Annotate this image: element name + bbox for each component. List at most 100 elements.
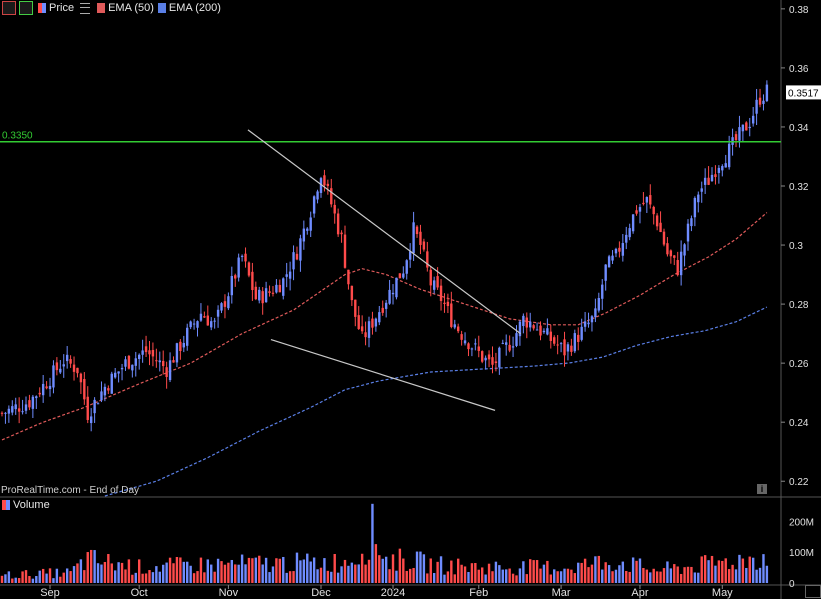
volume-bar — [89, 549, 93, 583]
candle-body — [240, 255, 244, 257]
price-axis: 0.22 0.24 0.26 0.28 0.3 0.32 0.34 0.36 0.38 0.351… — [781, 5, 821, 590]
lower-trendline — [270, 338, 496, 411]
candle-body — [21, 411, 24, 413]
candle-body — [748, 126, 751, 129]
candle-body — [93, 399, 96, 414]
candle-body — [62, 364, 65, 367]
candle-body — [210, 321, 213, 328]
candle-body — [96, 403, 100, 405]
candle-body — [275, 284, 278, 293]
volume-bar — [203, 572, 206, 583]
price-swatch — [38, 3, 46, 13]
volume-bar — [391, 554, 395, 583]
volume-bar — [83, 570, 86, 583]
candle-body — [230, 275, 234, 296]
volume-bar — [604, 562, 607, 583]
volume-bar — [240, 554, 244, 583]
volume-bar — [621, 561, 625, 583]
candle-body — [470, 348, 474, 350]
volume-bar — [186, 561, 189, 583]
candle-body — [227, 296, 230, 309]
candle-body — [542, 330, 546, 333]
expand-icon[interactable] — [19, 1, 33, 15]
candle-body — [196, 321, 199, 328]
candle-body — [408, 251, 412, 260]
settings-icon[interactable] — [805, 585, 821, 598]
candle-body — [659, 222, 662, 233]
candle-body — [511, 346, 515, 348]
volume-bar — [566, 568, 570, 583]
candle-body — [580, 326, 583, 340]
candle-body — [155, 360, 158, 362]
candle-body — [295, 253, 299, 260]
candle-body — [607, 256, 611, 268]
candle-body — [141, 350, 144, 355]
volume-bar — [594, 556, 597, 583]
collapse-icon[interactable] — [2, 1, 16, 15]
volume-bar — [635, 560, 638, 583]
volume-bar — [347, 565, 350, 583]
candle-body — [113, 372, 117, 378]
candle-body — [611, 255, 614, 261]
volume-bar — [491, 571, 494, 583]
candle-body — [103, 386, 107, 396]
candle-body — [436, 276, 439, 288]
volume-bar — [727, 569, 731, 583]
candle-body — [518, 321, 522, 337]
volume-bar — [443, 574, 446, 583]
candle-body — [72, 364, 76, 372]
candle-body — [347, 269, 350, 285]
candle-body — [302, 228, 306, 242]
y-tick-label: 0.34 — [789, 123, 809, 134]
candle-body — [491, 357, 494, 365]
volume-bar — [470, 563, 474, 583]
volume-bar — [498, 565, 501, 583]
candle-body — [258, 289, 261, 301]
ema-lines — [1, 212, 768, 497]
volume-bar — [264, 557, 268, 583]
volume-bar — [38, 570, 41, 583]
volume-bar — [450, 560, 453, 583]
volume-bar — [151, 572, 155, 583]
volume-bar — [275, 558, 278, 583]
volume-bar — [278, 558, 282, 583]
x-tick-label: Nov — [219, 587, 239, 599]
volume-bar — [292, 571, 295, 583]
candle-body — [151, 349, 155, 357]
candle-body — [546, 328, 549, 335]
candle-body — [89, 416, 93, 424]
info-icon[interactable]: i — [757, 484, 767, 494]
volume-bar — [765, 565, 769, 583]
volume-bar — [182, 561, 185, 583]
volume-bar — [333, 554, 336, 583]
volume-bar — [326, 570, 330, 583]
volume-bar — [288, 571, 292, 583]
volume-legend: Volume — [0, 499, 50, 511]
volume-bar — [398, 548, 402, 583]
volume-bar — [522, 561, 525, 583]
candle-body — [31, 396, 35, 409]
candle-body — [144, 346, 148, 353]
volume-bar — [583, 558, 587, 583]
candle-body — [638, 207, 642, 212]
y-tick-label: 0.24 — [789, 418, 809, 429]
candle-body — [618, 247, 621, 252]
volume-bar — [0, 575, 4, 583]
candle-body — [354, 299, 357, 317]
volume-bar — [371, 503, 374, 583]
volume-bar — [374, 544, 378, 583]
volume-bar — [268, 572, 271, 583]
volume-bar — [453, 574, 456, 583]
volume-bar — [559, 571, 563, 583]
volume-bar — [216, 558, 220, 583]
candle-body — [299, 238, 302, 261]
volume-bar — [323, 558, 326, 583]
volume-bar — [59, 576, 62, 583]
volume-bar — [422, 554, 426, 583]
candle-body — [508, 344, 511, 351]
candle-body — [35, 396, 38, 399]
candle-body — [432, 280, 436, 290]
x-tick-label: May — [712, 587, 733, 599]
candle-body — [264, 288, 268, 303]
